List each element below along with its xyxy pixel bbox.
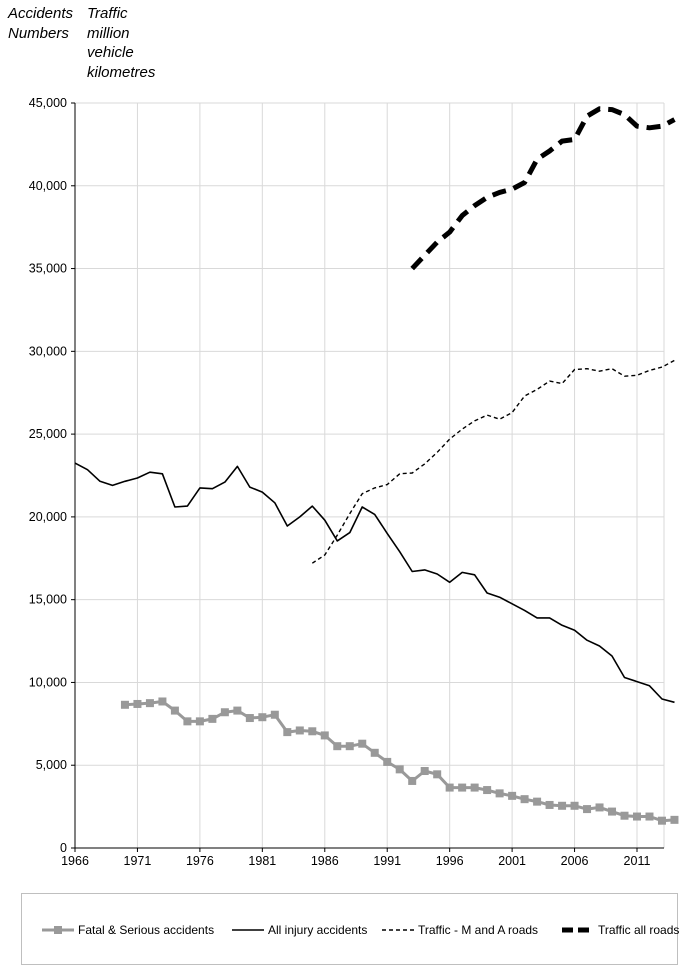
data-point-marker (233, 706, 242, 715)
data-point-marker (308, 727, 317, 736)
legend-item-traffic-all: Traffic all roads (562, 922, 679, 938)
data-point-marker (195, 717, 204, 726)
data-point-marker (508, 791, 517, 800)
series-line-all-injury-accidents (74, 462, 675, 704)
data-point-marker (183, 717, 192, 726)
x-tick-label: 1996 (436, 854, 464, 868)
x-tick-label: 1991 (373, 854, 401, 868)
data-point-marker (620, 811, 629, 820)
y-tick-label: 30,000 (29, 344, 67, 358)
x-tick-label: 1966 (61, 854, 89, 868)
x-tick-label: 1981 (248, 854, 276, 868)
data-point-marker (283, 728, 292, 737)
legend-label: Fatal & Serious accidents (78, 923, 215, 937)
data-point-marker (145, 699, 154, 708)
right-axis-header: Traffic million vehicle kilometres (87, 4, 155, 82)
x-tick-label: 1971 (124, 854, 152, 868)
right-axis-header-line: Traffic (87, 5, 128, 22)
data-point-marker (408, 776, 417, 785)
data-point-marker (295, 726, 304, 735)
data-point-marker (558, 801, 567, 810)
data-point-marker (220, 708, 229, 717)
data-point-marker (533, 797, 542, 806)
y-tick-label: 45,000 (29, 96, 67, 110)
legend-swatch-dashed-line (382, 929, 414, 931)
data-point-marker (420, 767, 429, 776)
right-axis-header-line: kilometres (87, 63, 156, 81)
y-tick-label: 10,000 (29, 675, 67, 689)
legend-label: Traffic - M and A roads (418, 923, 539, 937)
series-line-traffic-m-and-a-roads (311, 359, 675, 564)
legend-label: Traffic all roads (598, 923, 680, 937)
data-point-marker (645, 812, 654, 821)
chart-legend: Fatal & Serious accidents All injury acc… (21, 893, 679, 965)
series-line-traffic-all-roads (410, 106, 676, 271)
legend-item-traffic-m-a: Traffic - M and A roads (382, 922, 538, 938)
series-line-fatal-serious-accidents (124, 700, 675, 823)
y-tick-label: 40,000 (29, 179, 67, 193)
data-point-marker (158, 697, 167, 706)
data-point-marker (470, 783, 479, 792)
tick-labels: 0 5,000 10,000 15,000 20,000 25,000 30,000 35,0… (29, 96, 651, 868)
data-point-marker (395, 765, 404, 774)
data-point-marker (120, 700, 129, 709)
legend-swatch-heavy-dashed-line (562, 927, 594, 933)
data-point-marker (495, 789, 504, 798)
line-chart: 0 5,000 10,000 15,000 20,000 25,000 30,000 35,0… (29, 96, 679, 868)
left-axis-header-line: Numbers (8, 24, 69, 42)
y-tick-label: 5,000 (36, 758, 67, 772)
legend-item-all-injury: All injury accidents (232, 922, 367, 938)
right-axis-header-line: million (87, 24, 130, 42)
data-point-marker (170, 706, 179, 715)
data-point-marker (320, 731, 329, 740)
data-point-marker (345, 742, 354, 751)
x-tick-label: 2001 (498, 854, 526, 868)
data-point-marker (258, 713, 267, 722)
data-point-marker (583, 805, 592, 814)
data-point-marker (657, 816, 666, 825)
left-axis-header-line: Accidents (8, 5, 74, 22)
legend-swatch-solid-line (232, 929, 264, 931)
legend-label: All injury accidents (268, 923, 368, 937)
y-tick-label: 25,000 (29, 427, 67, 441)
x-tick-label: 1976 (186, 854, 214, 868)
left-axis-header: Accidents Numbers (8, 4, 73, 43)
grid-lines (75, 102, 665, 848)
y-tick-label: 20,000 (29, 510, 67, 524)
data-point-marker (433, 770, 442, 779)
y-tick-label: 0 (60, 841, 67, 855)
data-point-marker (245, 714, 254, 723)
data-point-marker (483, 786, 492, 795)
legend-swatch-grey-square-line (42, 926, 74, 934)
data-point-marker (358, 739, 367, 748)
data-point-marker (383, 757, 392, 766)
y-tick-label: 15,000 (29, 593, 67, 607)
x-tick-label: 2006 (561, 854, 589, 868)
data-point-marker (458, 783, 467, 792)
data-point-marker (595, 803, 604, 812)
data-point-marker (270, 710, 279, 719)
x-tick-label: 1986 (311, 854, 339, 868)
data-point-marker (333, 742, 342, 751)
series-lines (74, 106, 679, 825)
y-tick-label: 35,000 (29, 262, 67, 276)
data-point-marker (570, 801, 579, 810)
data-point-marker (445, 783, 454, 792)
axes (71, 102, 664, 852)
data-point-marker (208, 714, 217, 723)
legend-item-fatal-serious: Fatal & Serious accidents (42, 922, 214, 938)
data-point-marker (370, 748, 379, 757)
x-tick-label: 2011 (624, 854, 651, 868)
data-point-marker (633, 812, 641, 821)
data-point-marker (520, 795, 529, 804)
data-point-marker (608, 807, 617, 816)
data-point-marker (670, 815, 679, 824)
data-point-marker (545, 800, 554, 809)
right-axis-header-line: vehicle (87, 44, 134, 61)
data-point-marker (133, 699, 142, 708)
